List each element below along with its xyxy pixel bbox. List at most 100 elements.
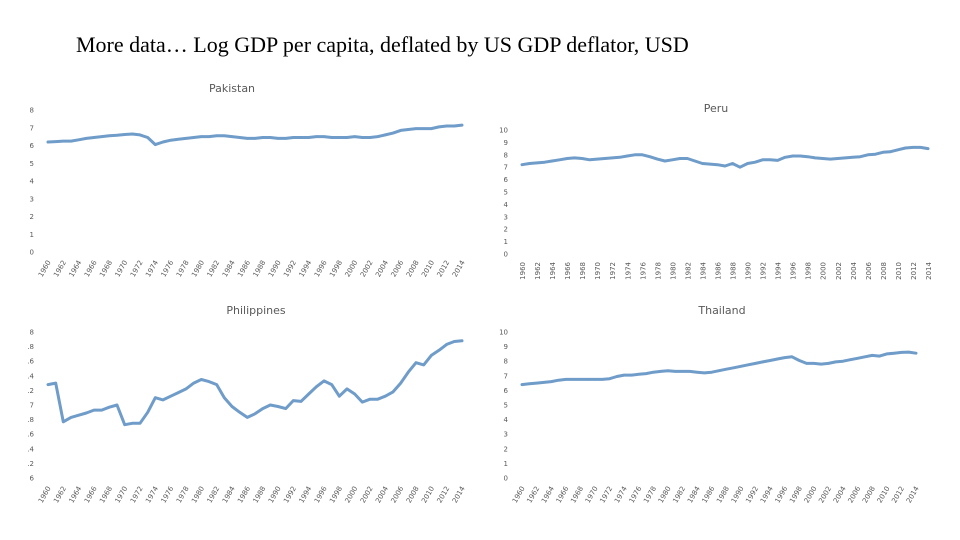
data-point <box>637 373 640 376</box>
y-tick-label: 6 <box>30 142 35 150</box>
y-tick-label: 5 <box>504 189 508 197</box>
data-point <box>399 129 402 132</box>
x-tick-label: 1974 <box>624 261 632 279</box>
x-tick-label: 1976 <box>628 485 644 505</box>
x-tick-label: 1982 <box>684 262 692 280</box>
data-point <box>422 363 425 367</box>
data-point <box>586 378 589 381</box>
x-tick-label: 1972 <box>129 485 145 504</box>
data-point <box>108 406 111 409</box>
y-tick-label: 9 <box>504 139 508 147</box>
data-point <box>77 414 80 417</box>
data-point <box>391 131 395 135</box>
chart-title-pakistan: Pakistan <box>209 82 255 95</box>
data-point <box>618 156 621 159</box>
y-tick-label: 4 <box>504 201 509 209</box>
data-point <box>92 408 96 412</box>
data-point <box>856 357 859 360</box>
data-point <box>253 137 257 140</box>
y-tick-label: 1 <box>504 460 508 468</box>
data-point <box>659 370 662 373</box>
data-point <box>184 137 188 140</box>
data-point <box>138 422 142 425</box>
x-tick-label: 1970 <box>584 485 600 504</box>
x-tick-label: 1962 <box>525 485 541 504</box>
data-point <box>437 125 441 129</box>
x-tick-label: 1986 <box>236 485 252 505</box>
x-tick-label: 1978 <box>642 485 658 504</box>
y-tick-label: 10 <box>499 127 508 135</box>
x-tick-label: 1996 <box>313 259 329 279</box>
data-point <box>246 137 249 140</box>
data-point <box>192 136 195 139</box>
x-tick-label: 2006 <box>865 261 873 279</box>
x-tick-label: 1992 <box>282 259 298 278</box>
y-tick-label: 0 <box>30 249 34 257</box>
y-tick-label: 5 <box>504 402 508 410</box>
data-point <box>384 395 387 398</box>
data-point <box>528 162 531 165</box>
series-line-peru <box>520 145 930 169</box>
data-point <box>520 383 524 386</box>
data-point <box>844 156 847 160</box>
data-point <box>805 362 808 365</box>
x-tick-label: 2014 <box>925 261 933 279</box>
data-point <box>812 362 816 365</box>
data-point <box>453 340 456 343</box>
data-point <box>644 372 648 375</box>
x-tick-label: 2012 <box>436 485 452 504</box>
data-point <box>100 135 103 138</box>
data-point <box>69 139 73 143</box>
data-point <box>215 134 218 137</box>
data-point <box>85 137 88 140</box>
y-tick-label: 3 <box>30 195 34 203</box>
x-tick-label: 2014 <box>451 485 467 505</box>
x-tick-label: 1984 <box>221 259 237 279</box>
data-point <box>177 138 180 141</box>
data-point <box>791 154 794 158</box>
x-tick-label: 1992 <box>744 485 760 504</box>
data-point <box>565 157 569 160</box>
x-tick-label: 1988 <box>252 259 268 278</box>
data-point <box>269 403 272 407</box>
x-tick-label: 2010 <box>420 485 436 504</box>
data-point <box>674 370 677 373</box>
data-point <box>580 157 584 160</box>
data-point <box>871 354 874 357</box>
x-tick-label: 1960 <box>37 485 53 504</box>
x-tick-label: 2006 <box>390 485 406 505</box>
data-point <box>246 416 249 419</box>
y-tick-label: 8 <box>30 329 34 337</box>
x-tick-label: 2014 <box>451 259 467 279</box>
data-point <box>746 162 749 165</box>
data-point <box>307 392 310 396</box>
x-tick-label: 1968 <box>579 262 587 280</box>
data-point <box>821 157 824 160</box>
data-point <box>885 352 888 356</box>
x-tick-label: 1990 <box>267 485 283 504</box>
data-point <box>652 371 655 374</box>
data-point <box>453 124 456 128</box>
data-point <box>904 146 907 150</box>
x-tick-label: 1964 <box>549 261 557 279</box>
data-point <box>783 356 786 359</box>
data-point <box>330 383 333 386</box>
data-point <box>716 163 719 166</box>
data-point <box>783 156 787 159</box>
x-tick-label: 1972 <box>129 259 145 278</box>
data-point <box>630 373 633 377</box>
data-point <box>723 164 727 168</box>
x-tick-label: 1984 <box>699 261 707 279</box>
data-point <box>437 349 441 352</box>
data-point <box>430 354 433 357</box>
y-tick-label: 7 <box>30 124 34 132</box>
data-point <box>276 137 280 140</box>
data-point <box>407 370 410 374</box>
data-point <box>859 155 862 158</box>
data-point <box>622 373 626 377</box>
x-tick-label: 1964 <box>68 485 84 505</box>
data-point <box>169 139 172 142</box>
data-point <box>223 134 226 137</box>
data-point <box>693 159 697 163</box>
data-point <box>62 139 65 143</box>
